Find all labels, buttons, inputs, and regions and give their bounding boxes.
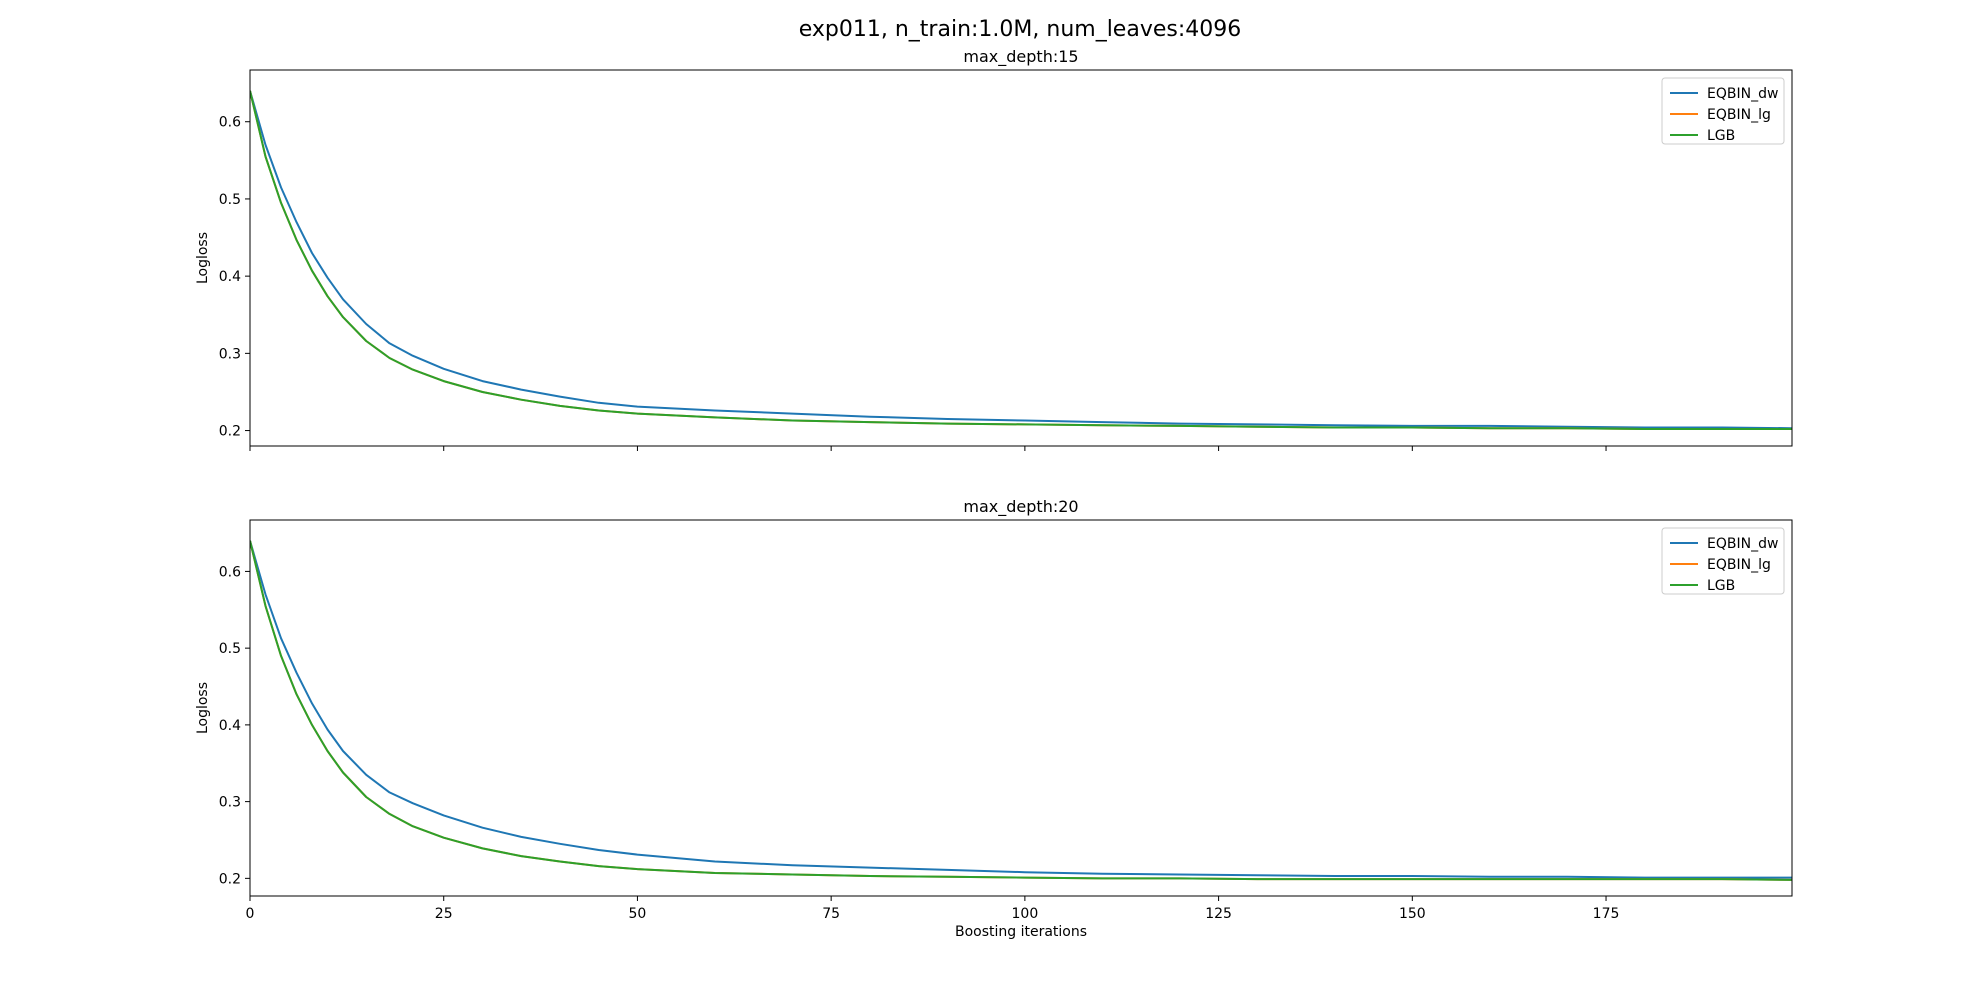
y-tick-label: 0.5	[219, 192, 241, 208]
subplot-title: max_depth:20	[963, 497, 1078, 517]
x-tick-label: 100	[1012, 906, 1039, 922]
y-tick-label: 0.4	[219, 718, 241, 734]
x-tick-label: 50	[629, 906, 647, 922]
y-axis-label: Logloss	[195, 682, 211, 734]
subplot-1: max_depth:15 Logloss 0.2 0.3 0.4 0.5 0.6 EQBIN_…	[195, 47, 1793, 451]
series-lines	[250, 90, 1792, 430]
legend-label: LGB	[1707, 128, 1735, 144]
legend-box	[1661, 527, 1785, 595]
y-tick-label: 0.6	[219, 115, 241, 131]
series-line-eqbin-dw	[250, 540, 1792, 879]
x-axis-label: Boosting iterations	[955, 924, 1087, 940]
y-tick-label: 0.2	[219, 871, 241, 887]
y-tick-label: 0.2	[219, 424, 241, 440]
y-tick-label: 0.3	[219, 795, 241, 811]
x-tick-label: 25	[435, 906, 453, 922]
axes-frame	[249, 69, 1793, 447]
series-line-eqbin-dw	[250, 90, 1792, 430]
x-tick-label: 75	[822, 906, 840, 922]
x-tick-label: 0	[246, 906, 255, 922]
legend-label: EQBIN_lg	[1707, 557, 1771, 573]
legend-label: EQBIN_dw	[1707, 86, 1778, 102]
legend-label: LGB	[1707, 578, 1735, 594]
x-tick-label: 150	[1399, 906, 1426, 922]
y-axis-label: Logloss	[195, 232, 211, 284]
x-tick-label: 175	[1593, 906, 1620, 922]
x-tick-label: 125	[1205, 906, 1232, 922]
legend: EQBIN_dw EQBIN_lg LGB	[1661, 77, 1785, 145]
subplots: max_depth:15 Logloss 0.2 0.3 0.4 0.5 0.6 EQBIN_…	[195, 47, 1793, 940]
figure-title: exp011, n_train:1.0M, num_leaves:4096	[799, 17, 1242, 42]
y-tick-label: 0.6	[219, 564, 241, 580]
series-line-lgb	[250, 540, 1792, 881]
subplot-2: max_depth:20 Logloss 0.2 0.3 0.4 0.5 0.6 0 25 50 7…	[195, 497, 1793, 940]
y-tick-label: 0.3	[219, 346, 241, 362]
y-tick-label: 0.4	[219, 269, 241, 285]
legend-box	[1661, 77, 1785, 145]
axes-frame	[249, 519, 1793, 897]
legend-label: EQBIN_lg	[1707, 107, 1771, 123]
series-lines	[250, 540, 1792, 881]
y-tick-label: 0.5	[219, 641, 241, 657]
subplot-title: max_depth:15	[963, 47, 1078, 67]
series-line-lgb	[250, 90, 1792, 430]
legend-label: EQBIN_dw	[1707, 536, 1778, 552]
legend: EQBIN_dw EQBIN_lg LGB	[1661, 527, 1785, 595]
